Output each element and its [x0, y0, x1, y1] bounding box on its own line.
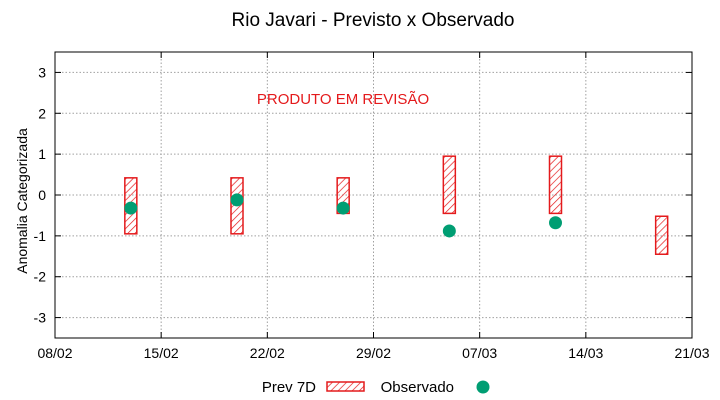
legend-label-prev7d: Prev 7D	[262, 379, 316, 396]
y-tick-label: -2	[34, 269, 47, 285]
x-tick-label: 07/03	[462, 345, 497, 361]
y-axis-label: Anomalia Categorizada	[14, 128, 30, 274]
observado-point	[442, 224, 456, 238]
grid	[55, 52, 692, 338]
y-tick-label: 0	[38, 187, 46, 203]
chart-title: Rio Javari - Previsto x Observado	[232, 10, 515, 31]
y-tick-label: 2	[38, 105, 46, 121]
x-tick-label: 22/02	[250, 345, 285, 361]
legend-label-observado: Observado	[381, 379, 454, 396]
y-tick-label: -3	[34, 310, 47, 326]
observado-series	[124, 193, 562, 238]
legend: Prev 7D Observado	[262, 379, 490, 396]
y-tick-labels: 3 2 1 0 -1 -2 -3	[34, 64, 47, 325]
x-tick-label: 15/02	[144, 345, 179, 361]
y-tick-label: 3	[38, 64, 46, 80]
y-tick-label: -1	[34, 228, 47, 244]
observado-point	[230, 193, 244, 207]
x-tick-label: 21/03	[674, 345, 709, 361]
observado-point	[549, 216, 562, 230]
axes	[54, 51, 693, 339]
legend-swatch-observado	[476, 380, 490, 394]
prev7d-series	[124, 155, 669, 255]
observado-point	[124, 201, 138, 215]
observado-point	[336, 201, 350, 215]
x-tick-label: 08/02	[37, 345, 72, 361]
prev7d-range-bar	[548, 155, 563, 215]
legend-swatch-prev7d	[326, 381, 365, 392]
prev7d-range-bar	[442, 155, 457, 215]
x-tick-labels: 08/02 15/02 22/02 29/02 07/03 14/03 21/03	[37, 345, 709, 361]
plot-border	[54, 51, 693, 339]
revision-note: PRODUTO EM REVISÃO	[257, 91, 429, 108]
x-tick-label: 14/03	[568, 345, 603, 361]
x-tick-label: 29/02	[356, 345, 391, 361]
y-tick-label: 1	[38, 146, 46, 162]
prev7d-range-bar	[654, 215, 669, 255]
